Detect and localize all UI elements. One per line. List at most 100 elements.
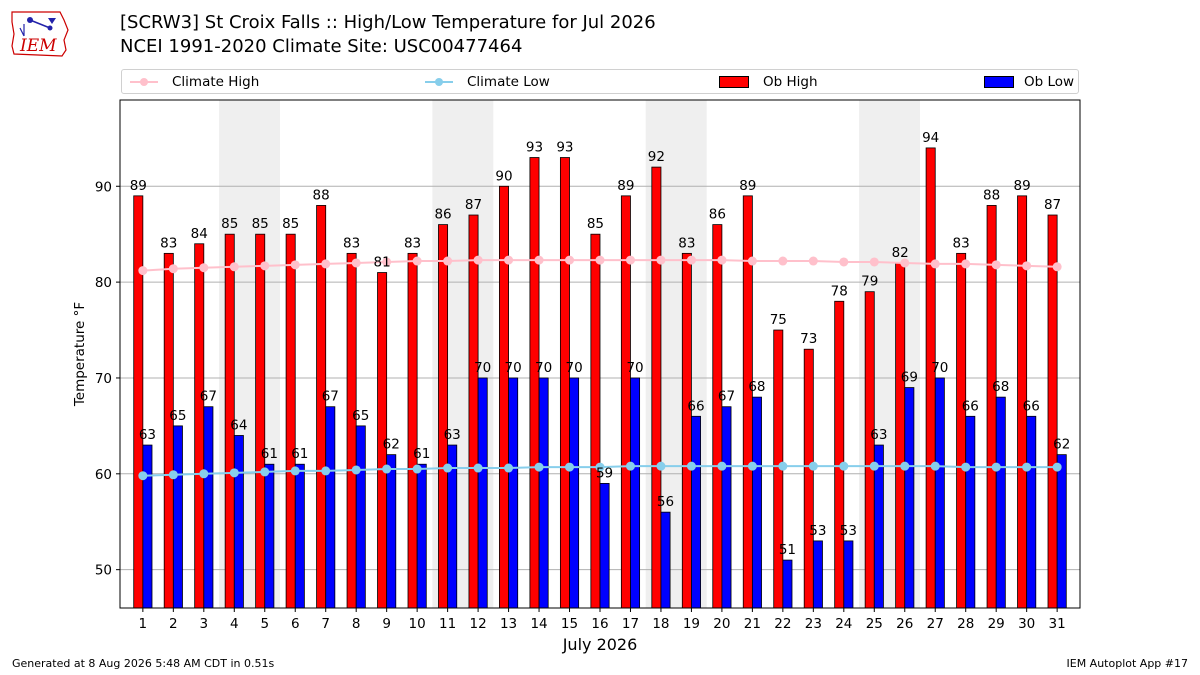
- climate-high-point: [961, 259, 971, 269]
- y-tick-label: 70: [95, 371, 112, 387]
- ob-low-data-label: 65: [352, 408, 369, 424]
- x-tick-label: 30: [1018, 616, 1035, 632]
- climate-high-point: [412, 256, 422, 266]
- y-tick-label: 50: [95, 563, 112, 579]
- ob-low-bar: [233, 435, 244, 609]
- ob-high-data-label: 87: [1044, 197, 1061, 213]
- ob-high-bar: [712, 224, 723, 609]
- ob-low-data-label: 65: [169, 408, 186, 424]
- ob-high-data-label: 90: [495, 168, 512, 184]
- climate-low-point: [473, 463, 483, 473]
- climate-high-point: [138, 266, 148, 276]
- ob-low-bar: [508, 377, 519, 609]
- ob-high-bar: [529, 157, 540, 609]
- ob-low-data-label: 64: [230, 417, 247, 433]
- legend-item-climate-low: Climate Low: [425, 74, 550, 90]
- x-tick-label: 29: [988, 616, 1005, 632]
- climate-high-point: [625, 255, 635, 265]
- legend-item-climate-high: Climate High: [130, 74, 259, 90]
- ob-low-data-label: 53: [809, 523, 826, 539]
- climate-high-point: [382, 257, 392, 267]
- climate-low-line-icon: [425, 78, 453, 86]
- x-tick-label: 5: [260, 616, 269, 632]
- x-tick-label: 4: [230, 616, 239, 632]
- climate-high-line-icon: [130, 78, 158, 86]
- ob-high-bar: [1047, 214, 1058, 609]
- ob-low-bar: [599, 482, 610, 609]
- x-tick-label: 23: [805, 616, 822, 632]
- climate-low-point: [260, 467, 270, 477]
- ob-high-data-label: 81: [374, 255, 391, 271]
- climate-low-point: [808, 461, 818, 471]
- x-tick-label: 13: [500, 616, 517, 632]
- ob-low-data-label: 70: [505, 360, 522, 376]
- x-tick-label: 20: [713, 616, 730, 632]
- x-tick-label: 2: [169, 616, 178, 632]
- climate-low-point: [229, 468, 239, 478]
- ob-low-bar: [630, 377, 641, 609]
- climate-low-point: [290, 466, 300, 476]
- ob-low-bar: [904, 387, 915, 609]
- y-tick-label: 80: [95, 275, 112, 291]
- x-tick-label: 15: [561, 616, 578, 632]
- x-tick-label: 7: [321, 616, 330, 632]
- climate-low-point: [1052, 462, 1062, 472]
- climate-low-point: [839, 461, 849, 471]
- ob-high-data-label: 93: [556, 140, 573, 156]
- climate-high-point: [869, 257, 879, 267]
- climate-low-point: [138, 471, 148, 481]
- climate-high-point: [747, 256, 757, 266]
- legend-label-climate-low: Climate Low: [467, 74, 550, 90]
- chart-subtitle: NCEI 1991-2020 Climate Site: USC00477464: [120, 36, 523, 57]
- climate-high-point: [900, 258, 910, 268]
- climate-high-point: [656, 255, 666, 265]
- climate-high-point: [1022, 261, 1032, 271]
- ob-high-data-label: 83: [404, 235, 421, 251]
- ob-low-data-label: 51: [779, 542, 796, 558]
- x-tick-label: 24: [835, 616, 852, 632]
- ob-low-data-label: 62: [1053, 437, 1070, 453]
- climate-high-point: [504, 255, 514, 265]
- ob-low-bar: [172, 425, 183, 609]
- ob-high-bar: [163, 252, 174, 609]
- x-tick-label: 6: [291, 616, 300, 632]
- ob-low-data-label: 63: [870, 427, 887, 443]
- ob-low-data-label: 68: [992, 379, 1009, 395]
- climate-high-point: [229, 262, 239, 272]
- ob-high-bar: [285, 233, 296, 609]
- iowa-outline-icon: [11, 11, 69, 57]
- ob-low-data-label: 61: [291, 446, 308, 462]
- ob-low-bar: [995, 396, 1006, 609]
- ob-high-data-label: 85: [221, 216, 238, 232]
- legend-label-climate-high: Climate High: [172, 74, 260, 90]
- ob-high-data-label: 85: [587, 216, 604, 232]
- ob-low-bar: [569, 377, 580, 609]
- ob-low-data-label: 70: [535, 360, 552, 376]
- ob-high-data-label: 87: [465, 197, 482, 213]
- legend-item-ob-high: Ob High: [719, 74, 818, 90]
- climate-high-point: [443, 256, 453, 266]
- climate-low-point: [961, 462, 971, 472]
- ob-low-bar: [264, 463, 275, 609]
- ob-low-data-label: 67: [718, 389, 735, 405]
- chart-title: [SCRW3] St Croix Falls :: High/Low Tempe…: [120, 12, 656, 33]
- climate-low-point: [991, 462, 1001, 472]
- ob-high-data-label: 83: [678, 235, 695, 251]
- ob-high-data-label: 75: [770, 312, 787, 328]
- ob-high-data-label: 78: [831, 283, 848, 299]
- climate-low-point: [869, 461, 879, 471]
- climate-low-point: [595, 462, 605, 472]
- x-axis-label: July 2026: [562, 635, 638, 654]
- x-tick-label: 1: [139, 616, 148, 632]
- x-tick-label: 21: [744, 616, 761, 632]
- ob-high-bar: [834, 300, 845, 609]
- climate-low-point: [321, 466, 331, 476]
- ob-low-data-label: 66: [1023, 398, 1040, 414]
- ob-low-data-label: 59: [596, 465, 613, 481]
- ob-high-bar: [651, 166, 662, 609]
- logo-text: IEM: [20, 36, 57, 56]
- climate-low-point: [656, 461, 666, 471]
- ob-low-bar: [386, 454, 397, 609]
- ob-low-bar: [477, 377, 488, 609]
